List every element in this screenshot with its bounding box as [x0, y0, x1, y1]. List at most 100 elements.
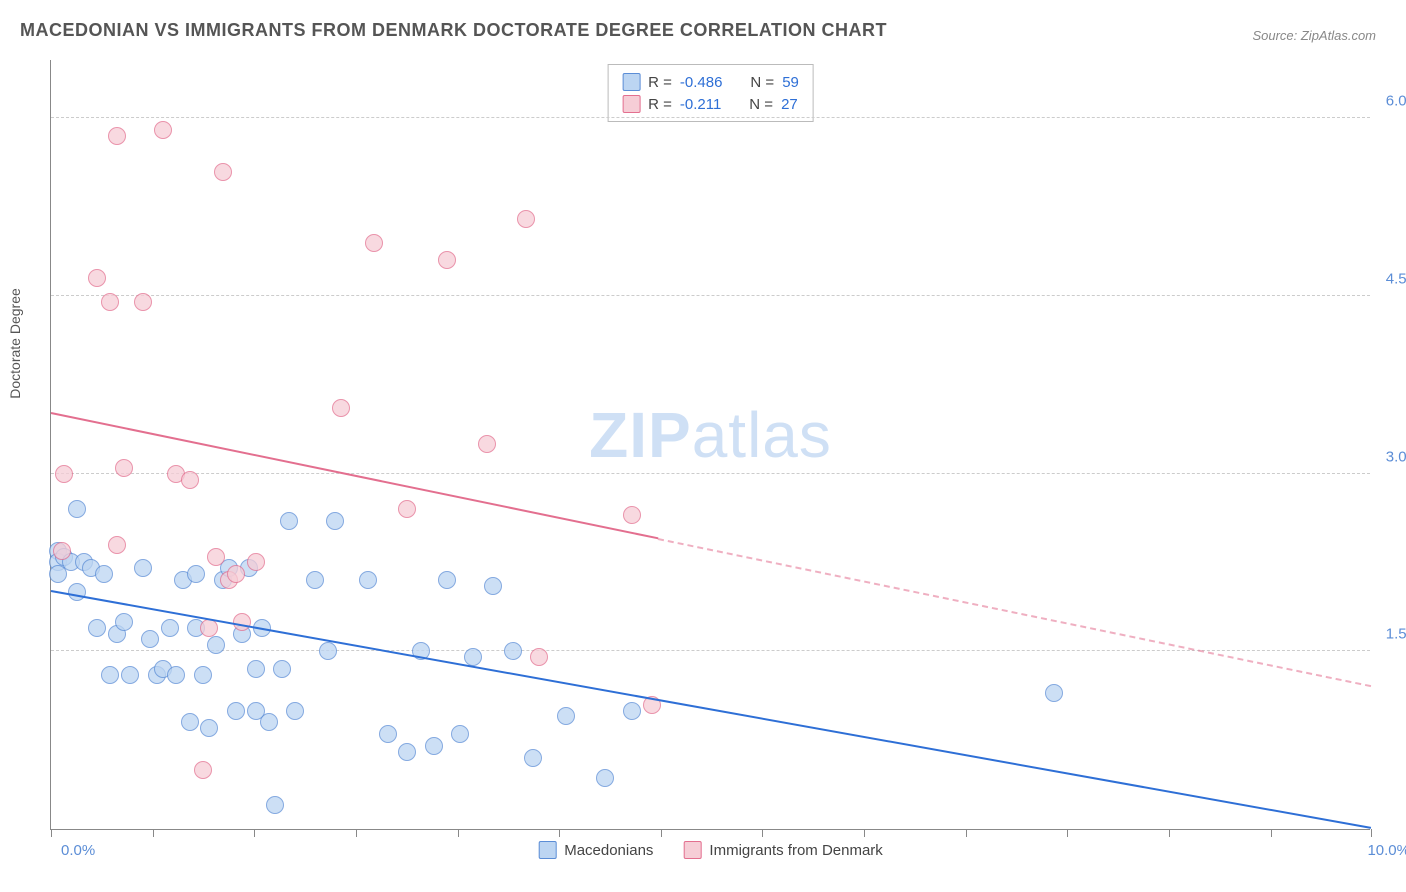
- scatter-point: [425, 737, 443, 755]
- watermark-zip: ZIP: [589, 399, 692, 471]
- x-tick: [1169, 829, 1170, 837]
- legend-n-label: N =: [750, 74, 774, 91]
- scatter-point: [247, 660, 265, 678]
- scatter-point: [214, 163, 232, 181]
- scatter-point: [187, 565, 205, 583]
- x-tick: [51, 829, 52, 837]
- scatter-point: [517, 210, 535, 228]
- scatter-point: [53, 542, 71, 560]
- scatter-point: [438, 571, 456, 589]
- x-tick: [153, 829, 154, 837]
- scatter-point: [398, 743, 416, 761]
- legend-r-value: -0.486: [680, 74, 723, 91]
- scatter-point: [108, 127, 126, 145]
- legend-swatch: [538, 841, 556, 859]
- legend-item: Macedonians: [538, 841, 653, 859]
- scatter-point: [101, 666, 119, 684]
- legend-n-label: N =: [749, 96, 773, 113]
- scatter-point: [398, 500, 416, 518]
- scatter-point: [55, 465, 73, 483]
- chart-container: MACEDONIAN VS IMMIGRANTS FROM DENMARK DO…: [0, 0, 1406, 892]
- scatter-point: [326, 512, 344, 530]
- x-tick: [1371, 829, 1372, 837]
- scatter-point: [359, 571, 377, 589]
- scatter-point: [68, 583, 86, 601]
- scatter-point: [200, 719, 218, 737]
- scatter-point: [524, 749, 542, 767]
- legend-n-value: 59: [782, 74, 799, 91]
- scatter-point: [623, 702, 641, 720]
- scatter-point: [207, 548, 225, 566]
- scatter-point: [596, 769, 614, 787]
- legend-swatch: [622, 73, 640, 91]
- legend-n-value: 27: [781, 96, 798, 113]
- legend-r-label: R =: [648, 96, 672, 113]
- scatter-point: [141, 630, 159, 648]
- scatter-point: [167, 666, 185, 684]
- scatter-point: [181, 713, 199, 731]
- scatter-point: [484, 577, 502, 595]
- scatter-point: [451, 725, 469, 743]
- x-tick: [661, 829, 662, 837]
- scatter-point: [134, 559, 152, 577]
- legend-item: Immigrants from Denmark: [683, 841, 882, 859]
- scatter-point: [101, 293, 119, 311]
- scatter-point: [108, 536, 126, 554]
- legend-swatch: [622, 95, 640, 113]
- legend-stats-row: R = -0.211 N = 27: [622, 93, 799, 115]
- scatter-point: [227, 565, 245, 583]
- scatter-point: [121, 666, 139, 684]
- scatter-point: [438, 251, 456, 269]
- trend-line: [51, 412, 659, 539]
- scatter-point: [319, 642, 337, 660]
- scatter-point: [273, 660, 291, 678]
- watermark: ZIPatlas: [589, 398, 832, 472]
- x-tick: [966, 829, 967, 837]
- chart-title: MACEDONIAN VS IMMIGRANTS FROM DENMARK DO…: [20, 20, 887, 41]
- y-axis-label: Doctorate Degree: [7, 288, 23, 399]
- scatter-point: [478, 435, 496, 453]
- scatter-point: [227, 702, 245, 720]
- scatter-point: [530, 648, 548, 666]
- y-tick-label: 1.5%: [1386, 626, 1406, 643]
- scatter-point: [95, 565, 113, 583]
- scatter-point: [194, 666, 212, 684]
- scatter-point: [115, 613, 133, 631]
- y-tick-label: 6.0%: [1386, 93, 1406, 110]
- scatter-point: [280, 512, 298, 530]
- legend-bottom: Macedonians Immigrants from Denmark: [538, 841, 883, 859]
- scatter-point: [68, 500, 86, 518]
- scatter-point: [154, 121, 172, 139]
- scatter-point: [286, 702, 304, 720]
- scatter-point: [115, 459, 133, 477]
- scatter-point: [260, 713, 278, 731]
- source-attribution: Source: ZipAtlas.com: [1252, 28, 1376, 43]
- x-tick: [254, 829, 255, 837]
- scatter-point: [207, 636, 225, 654]
- scatter-point: [233, 613, 251, 631]
- scatter-point: [88, 269, 106, 287]
- x-tick-label-min: 0.0%: [61, 842, 95, 859]
- x-tick: [864, 829, 865, 837]
- x-tick: [1271, 829, 1272, 837]
- x-tick: [559, 829, 560, 837]
- scatter-point: [623, 506, 641, 524]
- gridline-h: [51, 650, 1370, 651]
- x-tick: [1067, 829, 1068, 837]
- scatter-point: [306, 571, 324, 589]
- plot-area: ZIPatlas R =-0.486N =59R =-0.211N =27 Ma…: [50, 60, 1370, 830]
- legend-swatch: [683, 841, 701, 859]
- scatter-point: [247, 553, 265, 571]
- scatter-point: [88, 619, 106, 637]
- legend-stats-row: R =-0.486N =59: [622, 71, 799, 93]
- scatter-point: [1045, 684, 1063, 702]
- legend-r-value: -0.211: [680, 96, 721, 113]
- x-tick-label-max: 10.0%: [1367, 842, 1406, 859]
- x-tick: [762, 829, 763, 837]
- scatter-point: [134, 293, 152, 311]
- x-tick: [356, 829, 357, 837]
- scatter-point: [504, 642, 522, 660]
- scatter-point: [181, 471, 199, 489]
- y-tick-label: 3.0%: [1386, 448, 1406, 465]
- x-tick: [458, 829, 459, 837]
